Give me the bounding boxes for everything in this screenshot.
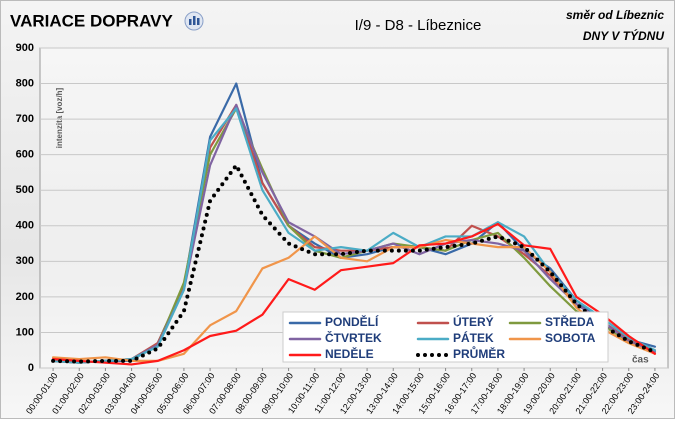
legend-label: STŘEDA	[545, 314, 595, 329]
y-tick-label: 700	[16, 113, 34, 125]
legend-label: ÚTERÝ	[453, 314, 494, 329]
legend-label: SOBOTA	[545, 331, 596, 345]
y-tick-label: 200	[16, 291, 34, 303]
y-tick-label: 900	[16, 42, 34, 54]
chart-subtitle: I/9 - D8 - Líbeznice	[355, 17, 482, 34]
y-tick-label: 500	[16, 184, 34, 196]
y-tick-label: 0	[28, 362, 34, 374]
y-tick-label: 100	[16, 326, 34, 338]
legend-label: ČTVRTEK	[325, 330, 382, 345]
chart: VARIACE DOPRAVY I/9 - D8 - Líbeznice smě…	[0, 0, 675, 419]
chart-icon	[185, 12, 203, 30]
legend-label: PONDĚLÍ	[325, 314, 379, 329]
y-tick-label: 400	[16, 220, 34, 232]
legend-label: PÁTEK	[453, 330, 494, 345]
legend-label: PRŮMĚR	[453, 345, 505, 361]
chart-title: VARIACE DOPRAVY	[10, 11, 173, 30]
y-tick-label: 600	[16, 149, 34, 161]
period-note: DNY V TÝDNU	[583, 28, 664, 43]
y-tick-label: 800	[16, 77, 34, 89]
direction-note: směr od Líbeznic	[566, 8, 664, 22]
legend-label: NEDĚLE	[325, 346, 374, 361]
y-tick-label: 300	[16, 255, 34, 267]
